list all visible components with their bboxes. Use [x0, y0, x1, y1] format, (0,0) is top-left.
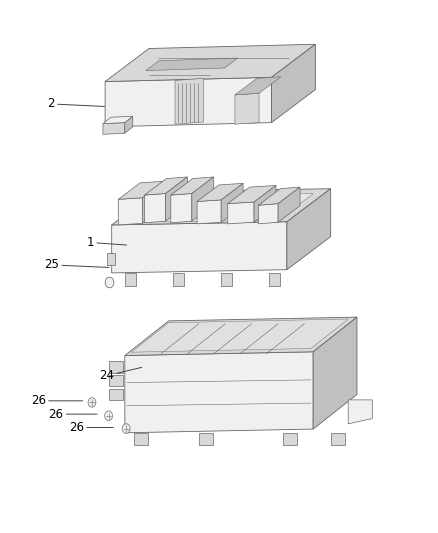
Polygon shape [103, 123, 125, 134]
Polygon shape [283, 433, 297, 445]
Polygon shape [146, 58, 238, 70]
Polygon shape [110, 361, 123, 373]
Polygon shape [287, 189, 331, 270]
Polygon shape [313, 317, 357, 429]
Polygon shape [110, 375, 123, 386]
Polygon shape [125, 116, 133, 133]
Polygon shape [125, 352, 313, 433]
Polygon shape [105, 77, 272, 127]
Polygon shape [145, 177, 187, 195]
Polygon shape [173, 273, 184, 286]
Polygon shape [175, 78, 204, 124]
Polygon shape [197, 200, 221, 224]
Text: 25: 25 [44, 259, 109, 271]
Polygon shape [120, 193, 313, 222]
Text: 1: 1 [87, 236, 127, 249]
Polygon shape [199, 433, 213, 445]
Polygon shape [105, 44, 315, 82]
Circle shape [88, 398, 96, 407]
Text: 26: 26 [31, 394, 83, 407]
Circle shape [122, 424, 130, 433]
Polygon shape [228, 185, 276, 204]
Polygon shape [221, 273, 232, 286]
Polygon shape [235, 93, 259, 124]
Polygon shape [125, 317, 357, 356]
Polygon shape [269, 273, 280, 286]
Polygon shape [166, 177, 187, 221]
Circle shape [105, 277, 114, 288]
Polygon shape [125, 273, 136, 286]
Polygon shape [107, 253, 115, 265]
Text: 26: 26 [49, 408, 97, 421]
Polygon shape [254, 185, 276, 222]
Polygon shape [258, 204, 278, 224]
Polygon shape [134, 433, 148, 445]
Circle shape [105, 411, 113, 421]
Polygon shape [171, 193, 192, 223]
Polygon shape [228, 202, 254, 224]
Polygon shape [131, 319, 348, 352]
Text: 2: 2 [47, 98, 105, 110]
Polygon shape [258, 187, 300, 205]
Polygon shape [272, 44, 315, 123]
Polygon shape [221, 183, 243, 222]
Polygon shape [112, 189, 331, 225]
Polygon shape [278, 187, 300, 222]
Polygon shape [192, 177, 214, 221]
Polygon shape [197, 183, 243, 201]
Polygon shape [145, 193, 166, 223]
Polygon shape [110, 389, 123, 400]
Polygon shape [118, 181, 164, 199]
Polygon shape [112, 222, 287, 273]
Text: 26: 26 [69, 421, 113, 434]
Polygon shape [171, 177, 214, 195]
Polygon shape [103, 116, 133, 124]
Polygon shape [118, 198, 142, 225]
Polygon shape [235, 77, 281, 95]
Polygon shape [331, 433, 345, 445]
Polygon shape [142, 181, 164, 223]
Text: 24: 24 [99, 367, 142, 382]
Polygon shape [348, 400, 372, 424]
